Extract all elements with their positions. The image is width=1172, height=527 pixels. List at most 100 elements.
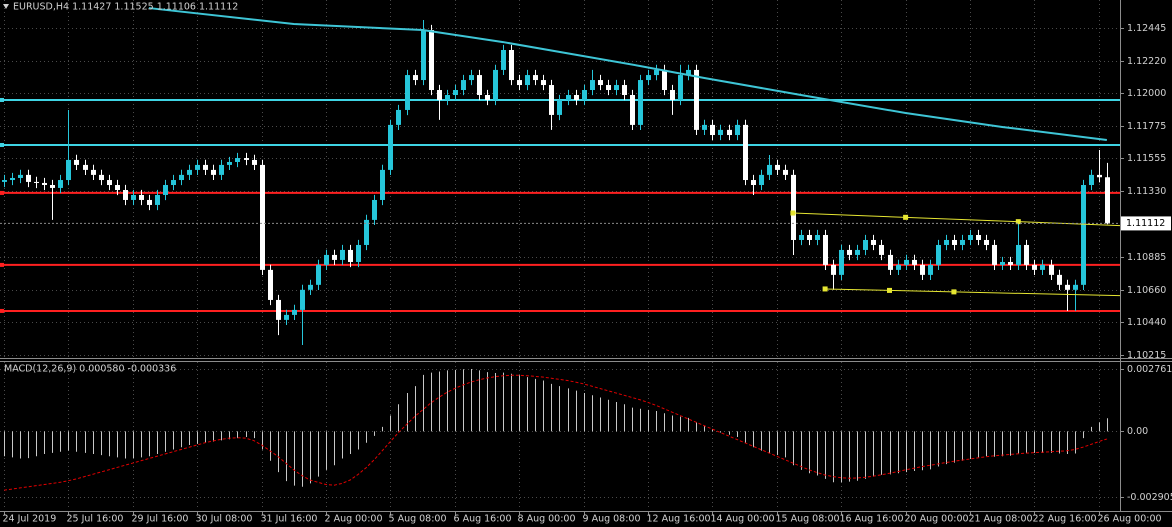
candle-body bbox=[413, 75, 418, 81]
candle-body bbox=[227, 161, 232, 165]
candle-body bbox=[74, 159, 79, 165]
candle-body bbox=[115, 185, 120, 190]
x-tick-label: 26 Aug 00:00 bbox=[1098, 514, 1162, 525]
x-tick-label: 24 Jul 2019 bbox=[3, 514, 57, 525]
candle-body bbox=[58, 180, 63, 188]
candle-body bbox=[968, 235, 973, 240]
trendline-ray bbox=[953, 291, 1121, 297]
candle-body bbox=[332, 254, 337, 260]
candle-body bbox=[276, 299, 281, 320]
candle-body bbox=[396, 109, 401, 125]
candle-body bbox=[260, 164, 265, 270]
candle-body bbox=[10, 177, 15, 181]
candle-body bbox=[533, 75, 538, 81]
x-tick-label: 21 Aug 08:00 bbox=[969, 514, 1033, 525]
candle-body bbox=[252, 159, 257, 165]
candle-body bbox=[107, 180, 112, 186]
candle-body bbox=[131, 194, 136, 200]
price-label: 1.11112 bbox=[1126, 218, 1165, 229]
candle-body bbox=[654, 69, 659, 76]
candle-body bbox=[244, 158, 249, 160]
y-tick-label: -0.002905 bbox=[1127, 492, 1172, 503]
y-tick-label: 1.10660 bbox=[1127, 285, 1166, 296]
candle-body bbox=[235, 158, 240, 162]
candle-body bbox=[614, 85, 619, 91]
y-tick-label: 1.12220 bbox=[1127, 56, 1166, 67]
x-tick-label: 30 Jul 08:00 bbox=[196, 514, 253, 525]
candle-body bbox=[501, 49, 506, 70]
candle-body bbox=[896, 264, 901, 270]
y-tick-label: 0.00 bbox=[1127, 426, 1148, 437]
candle-body bbox=[751, 180, 756, 186]
y-tick-label: 1.10440 bbox=[1127, 317, 1166, 328]
candle-body bbox=[219, 164, 224, 175]
candle-body bbox=[566, 94, 571, 100]
candle-body bbox=[928, 264, 933, 275]
candle-body bbox=[646, 75, 651, 81]
candle-body bbox=[992, 244, 997, 265]
candle-body bbox=[517, 80, 522, 86]
candle-body bbox=[171, 180, 176, 186]
level-anchor bbox=[0, 308, 4, 313]
candle-body bbox=[710, 124, 715, 136]
candle-body bbox=[936, 244, 941, 265]
candle-body bbox=[879, 244, 884, 255]
candle-body bbox=[469, 75, 474, 81]
x-tick-label: 2 Aug 00:00 bbox=[325, 514, 383, 525]
candle-body bbox=[1073, 284, 1078, 290]
plot-layer bbox=[0, 7, 1121, 491]
x-tick-label: 14 Aug 00:00 bbox=[711, 514, 775, 525]
candle-body bbox=[380, 169, 385, 200]
candle-body bbox=[871, 239, 876, 245]
y-tick-label: 1.11555 bbox=[1127, 153, 1166, 164]
candle-body bbox=[83, 164, 88, 170]
candle-body bbox=[372, 199, 377, 220]
x-tick-label: 31 Jul 16:00 bbox=[261, 514, 318, 525]
candle-body bbox=[147, 199, 152, 205]
indicator-title: MACD(12,26,9) 0.000580 -0.000336 bbox=[4, 364, 176, 375]
candle-body bbox=[839, 249, 844, 275]
candle-body bbox=[284, 314, 289, 320]
candle-body bbox=[598, 80, 603, 86]
candle-body bbox=[187, 169, 192, 175]
price-label-box bbox=[1121, 216, 1171, 231]
moving-average bbox=[148, 7, 1107, 141]
y-tick-label: 1.12000 bbox=[1127, 88, 1166, 99]
trendline-anchor bbox=[903, 214, 909, 220]
candle-body bbox=[541, 80, 546, 86]
x-tick-label: 9 Aug 08:00 bbox=[583, 514, 641, 525]
candle-body bbox=[888, 254, 893, 270]
candle-body bbox=[727, 129, 732, 136]
y-tick-label: 1.10215 bbox=[1127, 350, 1166, 361]
candle-body bbox=[2, 180, 7, 182]
candle-body bbox=[606, 85, 611, 91]
x-tick-label: 12 Aug 16:00 bbox=[647, 514, 711, 525]
candle-body bbox=[461, 80, 466, 91]
candle-body bbox=[1049, 264, 1054, 275]
candle-body bbox=[1097, 174, 1102, 178]
candle-body bbox=[557, 99, 562, 115]
candle-body bbox=[702, 124, 707, 130]
candle-body bbox=[904, 259, 909, 265]
candle-body bbox=[453, 90, 458, 95]
candle-body bbox=[1089, 174, 1094, 186]
candle-body bbox=[34, 181, 39, 183]
candle-body bbox=[847, 249, 852, 255]
candle-body bbox=[920, 264, 925, 275]
chart-title: EURUSD,H4 1.11427 1.11525 1.11106 1.1111… bbox=[13, 2, 238, 13]
signal-line bbox=[3, 374, 1108, 491]
candle-body bbox=[823, 235, 828, 265]
candle-body bbox=[952, 239, 957, 245]
candle-body bbox=[912, 259, 917, 265]
trendline-anchor bbox=[887, 287, 892, 293]
candle-body bbox=[1081, 185, 1086, 285]
candle-body bbox=[831, 264, 836, 275]
candle-body bbox=[791, 174, 796, 240]
x-tick-label: 16 Aug 16:00 bbox=[840, 514, 904, 525]
candle-body bbox=[211, 169, 216, 175]
x-tick-label: 8 Aug 00:00 bbox=[518, 514, 576, 525]
candle-body bbox=[984, 239, 989, 245]
y-tick-label: 1.10885 bbox=[1127, 252, 1166, 263]
